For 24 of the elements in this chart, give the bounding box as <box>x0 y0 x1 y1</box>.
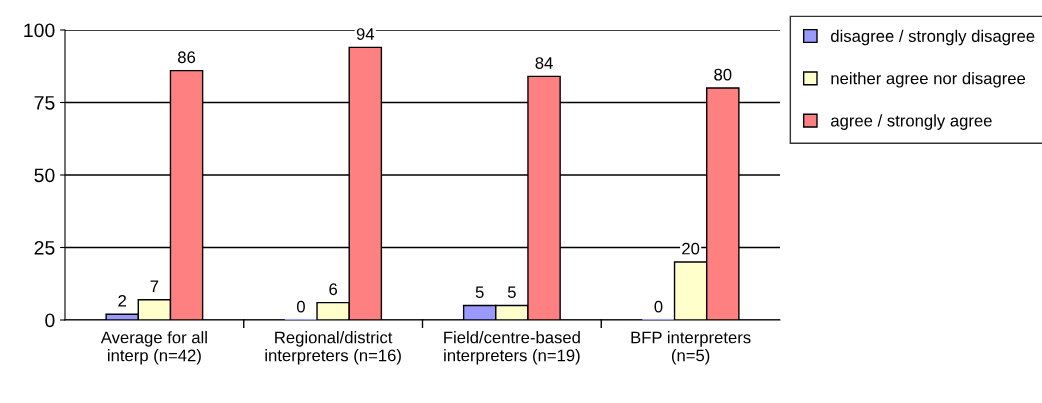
data-label: 6 <box>329 283 338 296</box>
legend-label: agree / strongly agree <box>831 114 992 130</box>
data-label: 0 <box>296 300 305 313</box>
y-tick-label: 25 <box>34 240 55 255</box>
x-tick-label: Field/centre-based interpreters (n=19) <box>444 331 580 365</box>
y-tick-label: 100 <box>24 23 55 38</box>
legend-label: disagree / strongly disagree <box>831 29 1035 46</box>
x-tick-label: Average for all interp (n=42) <box>100 331 207 365</box>
y-tick-label: 0 <box>45 313 55 328</box>
x-tick-label: Regional/district interpreters (n=16) <box>265 331 401 365</box>
legend-label: neither agree nor disagree <box>831 72 1026 88</box>
data-label: 7 <box>150 280 159 293</box>
data-label: 86 <box>178 51 196 64</box>
y-tick-label: 75 <box>34 96 55 110</box>
x-tick-label: BFP interpreters (n=5) <box>631 331 751 365</box>
data-label: 5 <box>507 286 516 299</box>
data-label: 94 <box>356 28 375 40</box>
data-label: 0 <box>654 300 663 313</box>
data-label: 20 <box>682 242 700 255</box>
y-tick-label: 50 <box>34 168 55 183</box>
data-label: 5 <box>475 286 484 299</box>
data-label: 2 <box>118 294 126 307</box>
data-label: 84 <box>535 57 553 69</box>
data-label: 80 <box>714 68 732 81</box>
